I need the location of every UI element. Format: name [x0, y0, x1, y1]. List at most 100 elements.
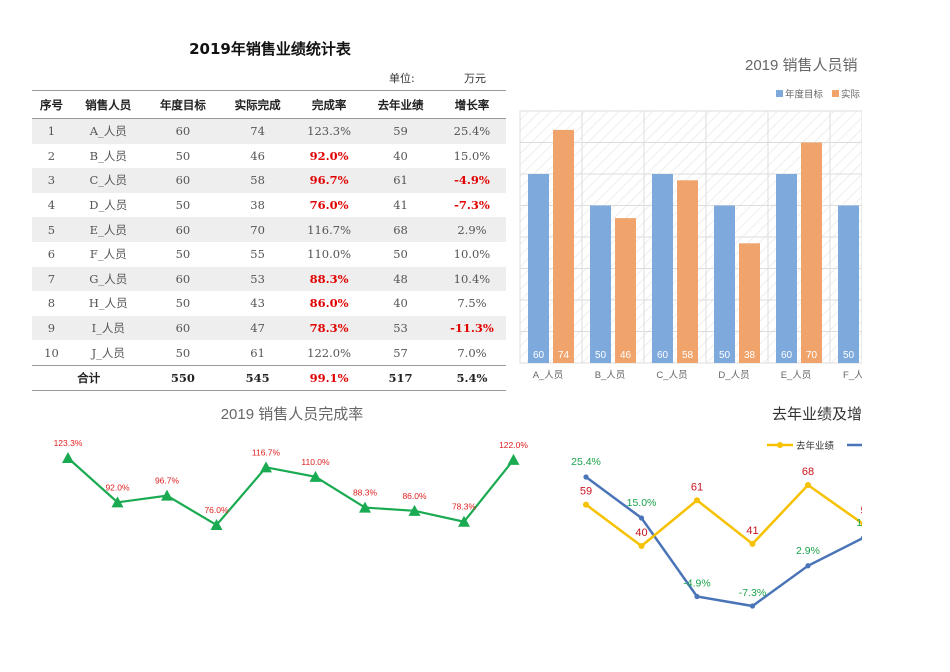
- cell-completion-rate: 116.7%: [294, 217, 364, 242]
- bar-category-label: E_人员: [781, 370, 812, 381]
- completion-data-label: 116.7%: [252, 447, 281, 457]
- completion-data-label: 78.3%: [452, 502, 477, 512]
- cell-completion-rate: 86.0%: [309, 296, 349, 311]
- completion-marker: [161, 489, 173, 501]
- cell-actual: 70: [220, 217, 295, 242]
- bar-value-label: 58: [682, 350, 694, 361]
- bar-category-label: D_人员: [718, 370, 749, 381]
- bar-value-label: 60: [657, 350, 669, 361]
- growth-marker: [583, 474, 589, 480]
- cell-actual: 61: [250, 345, 265, 360]
- bar-value-label: 60: [533, 350, 545, 361]
- cell-salesperson: H_人员: [88, 296, 128, 311]
- table-row: 9 I_人员 60 47 78.3% 53 -11.3%: [32, 315, 506, 341]
- growth-data-label: 10.: [856, 517, 862, 529]
- growth-marker: [805, 563, 811, 569]
- cell-growth-rate: 7.5%: [457, 296, 487, 311]
- legend-swatch-actual: [832, 90, 839, 97]
- cell-completion-rate: 88.3%: [294, 266, 364, 292]
- growth-marker: [638, 515, 645, 521]
- header-actual: 实际完成: [220, 90, 295, 119]
- bar-value-label: 70: [806, 350, 818, 361]
- growth-marker: [694, 593, 700, 600]
- bar-category-label: A_人员: [533, 370, 564, 381]
- cell-target: 60: [145, 217, 221, 242]
- last-year-marker: [805, 482, 811, 488]
- bar-value-label: 50: [843, 350, 855, 361]
- cell-target: 60: [145, 315, 221, 341]
- bar-value-label: 50: [595, 350, 607, 361]
- cell-salesperson: A_人员: [70, 118, 146, 144]
- bar-value-label: 50: [719, 350, 731, 361]
- cell-completion-rate: 92.0%: [309, 148, 349, 163]
- cell-growth-rate: -4.9%: [437, 168, 506, 193]
- table-row: 1 A_人员 60 74 123.3% 59 25.4%: [32, 118, 506, 144]
- bar-actual: [615, 218, 636, 363]
- last-year-marker: [638, 543, 645, 549]
- cell-actual: 74: [220, 118, 295, 144]
- bar-target: [776, 174, 797, 363]
- unit-value: 万元: [464, 72, 486, 85]
- cell-last-year: 59: [363, 118, 438, 144]
- header-index: 序号: [32, 90, 71, 119]
- cell-salesperson: G_人员: [70, 266, 146, 292]
- completion-chart-container: 2019 销售人员完成率 123.3% 92.0% 96.7% 76.0% 116.7% 1…: [30, 395, 540, 545]
- last-year-marker: [583, 501, 589, 508]
- cell-last-year: 41: [393, 198, 408, 213]
- last-year-marker: [860, 521, 862, 527]
- cell-target: 60: [145, 266, 221, 292]
- cell-completion-rate: 110.0%: [307, 247, 352, 262]
- bar-actual: [677, 180, 698, 363]
- completion-marker: [309, 470, 322, 482]
- cell-completion-rate: 96.7%: [294, 168, 364, 193]
- completion-marker: [507, 453, 520, 465]
- table-header-row: 序号 销售人员 年度目标 实际完成 完成率 去年业绩 增长率: [32, 90, 506, 119]
- legend-marker-last-year: [777, 442, 783, 448]
- growth-data-label: -7.3%: [739, 587, 766, 599]
- cell-actual: 55: [250, 247, 265, 262]
- cell-actual: 38: [250, 198, 265, 213]
- last-year-data-label: 68: [802, 466, 814, 478]
- cell-index: 3: [32, 168, 71, 193]
- cell-last-year: 57: [393, 345, 408, 360]
- cell-growth-rate: -11.3%: [437, 315, 506, 341]
- cell-completion-rate: 123.3%: [294, 118, 364, 144]
- sales-table: 序号 销售人员 年度目标 实际完成 完成率 去年业绩 增长率 1 A_人员 60 74…: [32, 90, 506, 391]
- table-row: 6 F_人员 50 55 110.0% 50 10.0%: [32, 242, 506, 267]
- bar-actual: [553, 129, 574, 363]
- cell-target: 50: [175, 247, 191, 262]
- bar-actual: [739, 243, 760, 363]
- last-year-data-label: 41: [746, 525, 758, 537]
- cell-growth-rate: 15.0%: [453, 148, 491, 163]
- bar-value-label: 60: [781, 350, 793, 361]
- table-row: 7 G_人员 60 53 88.3% 48 10.4%: [32, 266, 506, 292]
- cell-actual: 58: [220, 168, 295, 193]
- cell-actual: 53: [220, 266, 295, 292]
- cell-last-year: 53: [363, 315, 438, 341]
- growth-data-label: 25.4%: [571, 456, 601, 468]
- completion-marker: [260, 461, 272, 473]
- legend-swatch-target: [776, 90, 783, 97]
- header-completion-rate: 完成率: [294, 90, 364, 119]
- completion-marker: [111, 496, 124, 508]
- completion-rate-chart: 2019 销售人员完成率 123.3% 92.0% 96.7% 76.0% 116.7% 1…: [54, 406, 528, 530]
- cell-index: 7: [32, 266, 71, 292]
- bar-category-label: F_人员: [843, 370, 862, 381]
- completion-chart-title: 2019 销售人员完成率: [221, 406, 364, 423]
- bar-value-label: 38: [744, 350, 756, 361]
- bar-category-label: B_人员: [595, 370, 626, 381]
- cell-last-year: 48: [363, 266, 438, 292]
- last-year-data-label: 61: [691, 481, 703, 493]
- total-completion-rate: 99.1%: [294, 364, 364, 391]
- header-salesperson: 销售人员: [70, 90, 146, 119]
- cell-completion-rate: 78.3%: [294, 315, 364, 341]
- header-annual-target: 年度目标: [145, 90, 221, 119]
- completion-data-label: 96.7%: [155, 476, 180, 486]
- cell-target: 60: [145, 168, 221, 193]
- last-year-marker: [694, 497, 700, 504]
- completion-marker: [62, 452, 74, 463]
- bar-target: [652, 174, 673, 363]
- cell-growth-rate: 10.4%: [437, 266, 506, 292]
- total-actual: 545: [220, 364, 295, 391]
- cell-last-year: 68: [363, 217, 438, 242]
